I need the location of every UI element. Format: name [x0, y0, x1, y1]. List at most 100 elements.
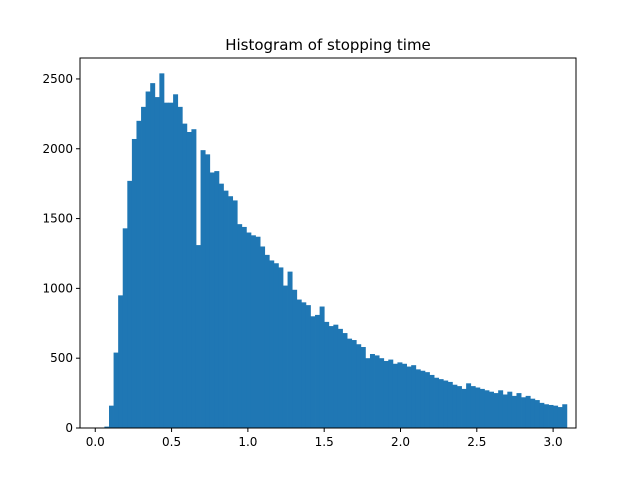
histogram-bar — [310, 316, 316, 428]
histogram-bar — [315, 314, 321, 428]
histogram-bar — [109, 405, 114, 428]
histogram-bar — [282, 285, 288, 428]
histogram-bar — [122, 228, 128, 428]
histogram-bar — [424, 372, 430, 428]
histogram-bar — [113, 352, 119, 428]
histogram-bar — [502, 394, 508, 428]
y-tick-label: 1000 — [42, 281, 73, 295]
histogram-bar — [521, 397, 527, 428]
histogram-bar — [525, 395, 531, 428]
histogram-bar — [228, 196, 234, 428]
histogram-bar — [223, 190, 229, 428]
histogram-bar — [246, 232, 252, 428]
histogram-bar — [264, 254, 270, 428]
histogram-bar — [507, 391, 513, 428]
histogram-bar — [232, 200, 238, 428]
histogram-bar — [168, 102, 174, 429]
histogram-bar — [397, 362, 403, 428]
histogram-bar — [443, 380, 449, 428]
histogram-bar — [479, 388, 485, 428]
histogram-bar — [461, 388, 467, 428]
histogram-bar — [562, 404, 568, 428]
histogram-bar — [104, 426, 110, 428]
histogram-bar — [159, 73, 165, 429]
histogram-bar — [369, 354, 375, 428]
chart-title: Histogram of stopping time — [225, 36, 431, 54]
histogram-bar — [543, 404, 549, 428]
histogram-bar — [534, 400, 540, 428]
histogram-bar — [548, 404, 554, 428]
histogram-bar — [328, 326, 334, 428]
histogram-bar — [269, 260, 275, 428]
histogram-bar — [173, 94, 179, 429]
histogram-bar — [273, 263, 279, 428]
histogram-bar — [456, 386, 462, 428]
histogram-bar — [415, 369, 421, 428]
histogram-bar — [296, 299, 302, 428]
histogram-bar — [163, 102, 169, 429]
histogram-bar — [406, 366, 412, 428]
histogram-bar — [498, 390, 504, 428]
y-tick-label: 1500 — [42, 212, 73, 226]
histogram-bar — [553, 405, 559, 428]
histogram-bar — [292, 289, 298, 428]
histogram-bar — [333, 324, 339, 428]
histogram-bar — [260, 246, 266, 428]
histogram-bar — [379, 358, 385, 428]
histogram-bar — [118, 295, 124, 428]
histogram-bar — [145, 91, 151, 428]
histogram-bar — [392, 363, 398, 428]
x-tick-label: 0.5 — [162, 435, 181, 449]
y-tick-label: 500 — [50, 351, 73, 365]
histogram-bar — [438, 379, 444, 428]
histogram-bar — [539, 402, 545, 428]
histogram-bar — [209, 172, 215, 428]
histogram-bar — [347, 338, 353, 428]
histogram-bar — [493, 393, 499, 428]
histogram-bar — [470, 386, 476, 428]
histogram-bar — [241, 226, 247, 428]
histogram-bar — [374, 355, 380, 428]
histogram-bar — [360, 347, 366, 428]
histogram-bar — [305, 305, 311, 428]
histogram-bar — [420, 370, 426, 428]
histogram-bar — [516, 393, 522, 428]
histogram-bar — [141, 106, 147, 429]
plot-frame — [79, 57, 577, 429]
histogram-bar — [429, 374, 435, 428]
histogram-bar — [131, 138, 137, 429]
x-tick-label: 0.0 — [86, 435, 105, 449]
histogram-bar — [177, 106, 183, 429]
histogram-bar — [337, 328, 343, 428]
histogram-bar — [402, 363, 407, 428]
histogram-bar — [452, 384, 458, 428]
histogram-bar — [186, 132, 192, 428]
histogram-bar — [342, 333, 348, 428]
histogram-bar — [530, 398, 536, 428]
histogram-bar — [218, 183, 224, 428]
histogram-bar — [447, 381, 453, 428]
histogram-bar — [356, 344, 362, 428]
histogram-bar — [388, 359, 394, 428]
histogram-bar — [301, 302, 307, 428]
histogram-bar — [205, 154, 211, 428]
histogram-bar — [411, 365, 417, 428]
histogram-bar — [319, 306, 325, 428]
histogram-bar — [150, 83, 156, 428]
histogram-bar — [136, 120, 142, 428]
y-axis: 0 500 1000 1500 2000 2500 — [42, 72, 80, 435]
x-tick-label: 2.5 — [467, 435, 486, 449]
x-tick-label: 3.0 — [544, 435, 563, 449]
histogram-bar — [557, 407, 563, 428]
histogram-bar — [182, 123, 188, 429]
histogram-bar — [237, 224, 243, 428]
y-tick-label: 2500 — [42, 72, 73, 86]
histogram-bar — [250, 235, 256, 428]
histogram-bar — [511, 395, 517, 428]
y-tick-label: 0 — [65, 421, 73, 435]
y-tick-label: 2000 — [42, 142, 73, 156]
histogram-bar — [466, 383, 472, 428]
histogram-bar — [278, 267, 284, 428]
